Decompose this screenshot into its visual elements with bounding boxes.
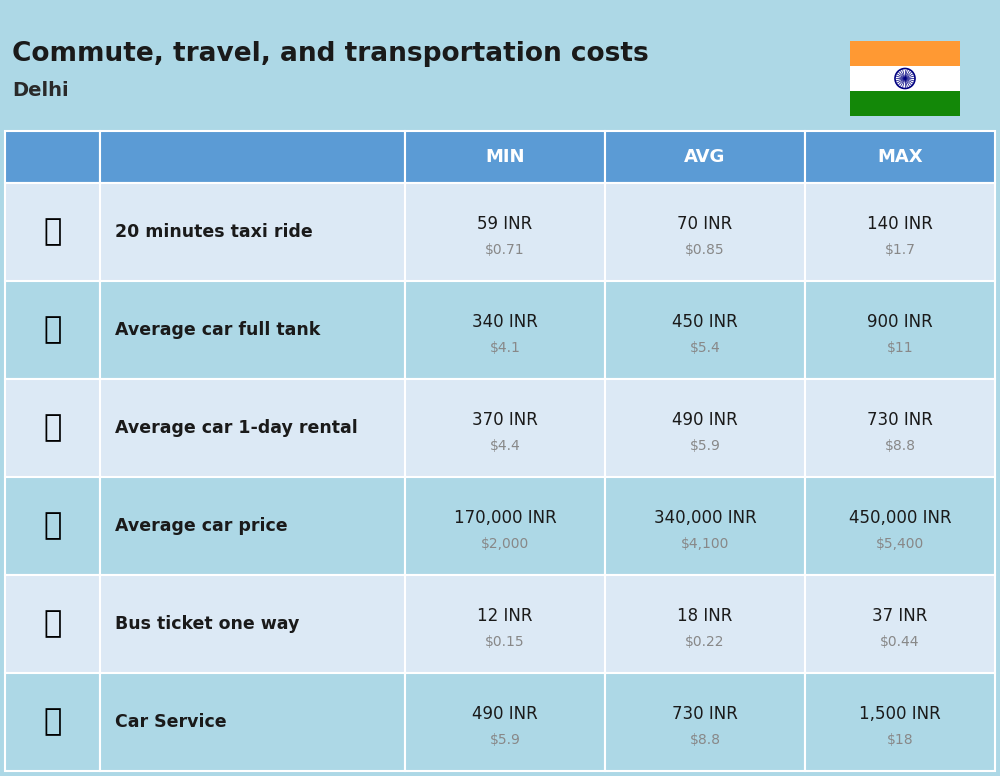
Text: 340 INR: 340 INR — [472, 313, 538, 331]
Text: $2,000: $2,000 — [481, 537, 529, 551]
Text: 37 INR: 37 INR — [872, 607, 928, 625]
FancyBboxPatch shape — [805, 281, 995, 379]
Text: 730 INR: 730 INR — [867, 411, 933, 429]
FancyBboxPatch shape — [605, 575, 805, 673]
FancyBboxPatch shape — [5, 673, 100, 771]
FancyBboxPatch shape — [100, 477, 405, 575]
Text: $4,100: $4,100 — [681, 537, 729, 551]
Text: 🚖: 🚖 — [43, 217, 62, 247]
Text: 20 minutes taxi ride: 20 minutes taxi ride — [115, 223, 313, 241]
FancyBboxPatch shape — [100, 673, 405, 771]
FancyBboxPatch shape — [605, 281, 805, 379]
FancyBboxPatch shape — [805, 673, 995, 771]
Text: 🚌: 🚌 — [43, 609, 62, 639]
FancyBboxPatch shape — [100, 281, 405, 379]
FancyBboxPatch shape — [405, 477, 605, 575]
FancyBboxPatch shape — [100, 575, 405, 673]
Text: $0.22: $0.22 — [685, 635, 725, 649]
Text: $8.8: $8.8 — [690, 733, 720, 747]
Text: 🚗: 🚗 — [43, 708, 62, 736]
FancyBboxPatch shape — [5, 281, 100, 379]
Text: 450,000 INR: 450,000 INR — [849, 509, 951, 527]
FancyBboxPatch shape — [605, 379, 805, 477]
FancyBboxPatch shape — [405, 131, 605, 183]
FancyBboxPatch shape — [100, 183, 405, 281]
FancyBboxPatch shape — [805, 477, 995, 575]
Text: 490 INR: 490 INR — [672, 411, 738, 429]
FancyBboxPatch shape — [805, 183, 995, 281]
Text: 70 INR: 70 INR — [677, 215, 733, 233]
Text: $4.4: $4.4 — [490, 439, 520, 453]
Text: AVG: AVG — [684, 148, 726, 166]
FancyBboxPatch shape — [100, 379, 405, 477]
Text: 1,500 INR: 1,500 INR — [859, 705, 941, 723]
Text: Delhi: Delhi — [12, 81, 69, 100]
FancyBboxPatch shape — [605, 131, 805, 183]
Text: 370 INR: 370 INR — [472, 411, 538, 429]
FancyBboxPatch shape — [805, 379, 995, 477]
Text: Average car price: Average car price — [115, 517, 288, 535]
FancyBboxPatch shape — [5, 477, 100, 575]
Text: MAX: MAX — [877, 148, 923, 166]
Text: MIN: MIN — [485, 148, 525, 166]
Text: 🚙: 🚙 — [43, 414, 62, 442]
FancyBboxPatch shape — [405, 673, 605, 771]
Text: $0.71: $0.71 — [485, 243, 525, 257]
Text: $5.4: $5.4 — [690, 341, 720, 355]
Text: 900 INR: 900 INR — [867, 313, 933, 331]
Text: 18 INR: 18 INR — [677, 607, 733, 625]
Text: $4.1: $4.1 — [490, 341, 520, 355]
Text: $18: $18 — [887, 733, 913, 747]
FancyBboxPatch shape — [100, 131, 405, 183]
FancyBboxPatch shape — [405, 281, 605, 379]
FancyBboxPatch shape — [5, 131, 100, 183]
Text: Car Service: Car Service — [115, 713, 227, 731]
Text: Average car full tank: Average car full tank — [115, 321, 320, 339]
FancyBboxPatch shape — [5, 575, 100, 673]
Text: 490 INR: 490 INR — [472, 705, 538, 723]
Text: $0.15: $0.15 — [485, 635, 525, 649]
Text: $0.44: $0.44 — [880, 635, 920, 649]
Text: $1.7: $1.7 — [885, 243, 915, 257]
FancyBboxPatch shape — [5, 379, 100, 477]
Text: 59 INR: 59 INR — [477, 215, 533, 233]
Text: Bus ticket one way: Bus ticket one way — [115, 615, 299, 633]
FancyBboxPatch shape — [850, 41, 960, 66]
Text: $8.8: $8.8 — [885, 439, 916, 453]
Text: 340,000 INR: 340,000 INR — [654, 509, 756, 527]
FancyBboxPatch shape — [805, 131, 995, 183]
Text: $11: $11 — [887, 341, 913, 355]
Text: $5,400: $5,400 — [876, 537, 924, 551]
Text: $0.85: $0.85 — [685, 243, 725, 257]
FancyBboxPatch shape — [5, 183, 100, 281]
FancyBboxPatch shape — [850, 91, 960, 116]
Text: Average car 1-day rental: Average car 1-day rental — [115, 419, 358, 437]
Text: $5.9: $5.9 — [690, 439, 720, 453]
Text: 12 INR: 12 INR — [477, 607, 533, 625]
FancyBboxPatch shape — [605, 183, 805, 281]
FancyBboxPatch shape — [850, 66, 960, 91]
Text: 140 INR: 140 INR — [867, 215, 933, 233]
Text: 730 INR: 730 INR — [672, 705, 738, 723]
FancyBboxPatch shape — [605, 477, 805, 575]
FancyBboxPatch shape — [405, 379, 605, 477]
FancyBboxPatch shape — [805, 575, 995, 673]
Text: 170,000 INR: 170,000 INR — [454, 509, 556, 527]
Text: 🚗: 🚗 — [43, 511, 62, 541]
FancyBboxPatch shape — [405, 183, 605, 281]
Text: $5.9: $5.9 — [490, 733, 520, 747]
FancyBboxPatch shape — [605, 673, 805, 771]
Text: ⛽: ⛽ — [43, 316, 62, 345]
Text: 450 INR: 450 INR — [672, 313, 738, 331]
FancyBboxPatch shape — [405, 575, 605, 673]
Text: Commute, travel, and transportation costs: Commute, travel, and transportation cost… — [12, 41, 649, 67]
